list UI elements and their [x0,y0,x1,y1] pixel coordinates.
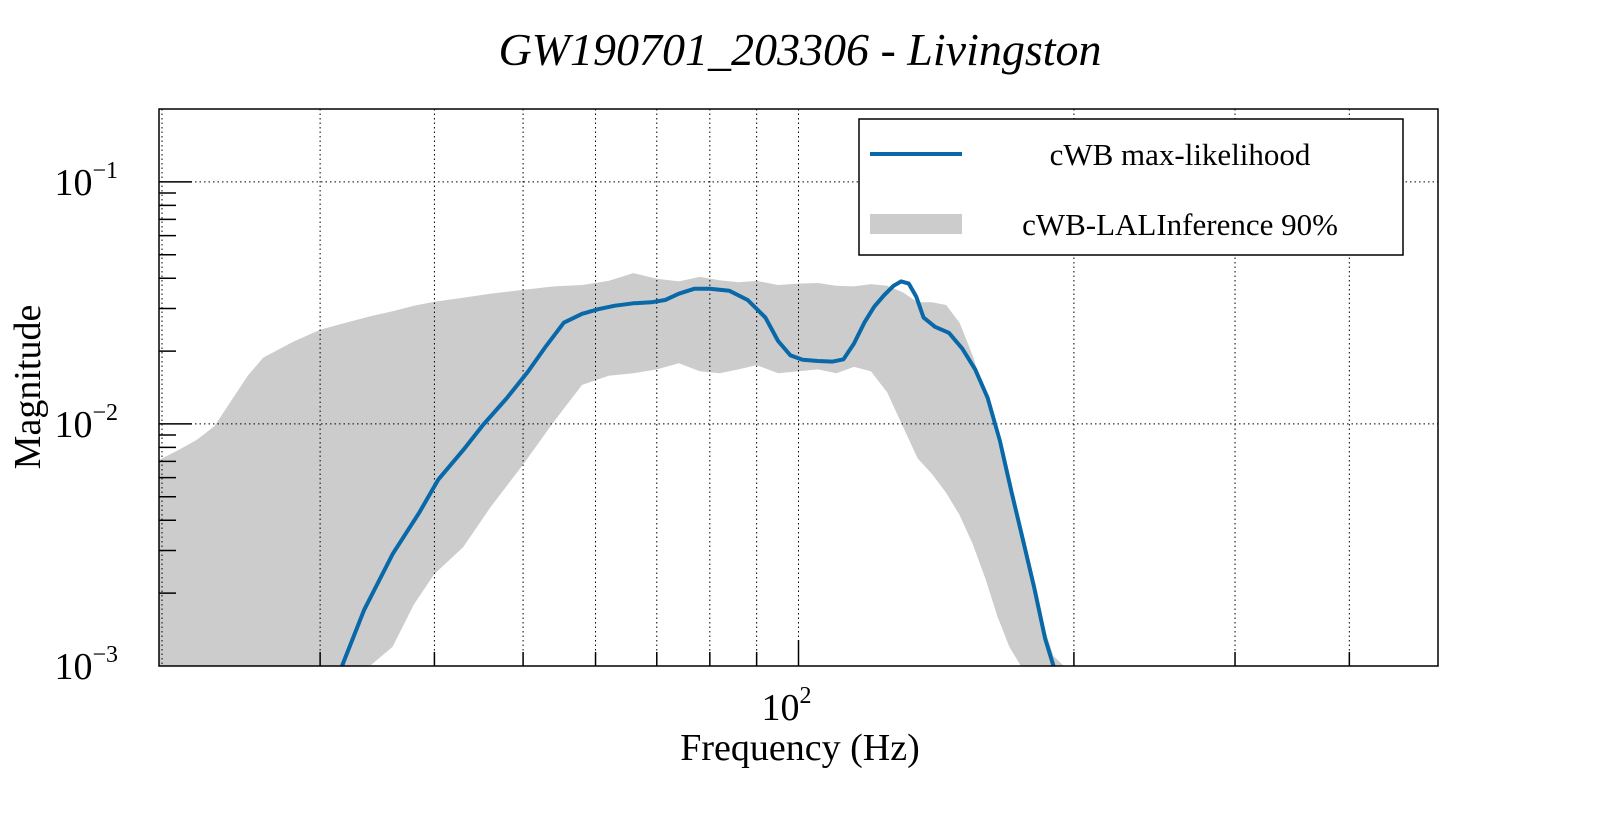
y-tick-exponent: −3 [92,642,118,668]
series-line-layer [340,279,1056,667]
y-tick-label: 10−3 [54,642,118,688]
legend: cWB max-likelihood cWB-LALInference 90% [858,118,1404,256]
minor-tick-layer [159,181,192,594]
y-tick-exponent: −2 [92,400,118,426]
x-axis-label: Frequency (Hz) [680,727,920,769]
x-tick-base: 10 [762,687,800,729]
plot-frame [158,108,1439,667]
y-tick-exponent: −1 [92,158,118,184]
y-tick-base: 10 [54,162,92,204]
y-tick-labels: 10−110−210−3 [54,158,118,688]
y-tick-label: 10−2 [54,400,118,446]
chart-title: GW190701_203306 - Livingston [498,24,1101,75]
y-axis-label: Magnitude [7,305,49,470]
x-tick-labels: 102 [762,683,812,729]
grid-layer [159,109,1438,666]
y-tick-base: 10 [54,646,92,688]
legend-band-swatch [870,214,962,234]
y-tick-label: 10−1 [54,158,118,204]
x-tick-exponent: 2 [800,683,812,709]
legend-label-max-likelihood: cWB max-likelihood [1050,137,1311,172]
legend-label-confidence-band: cWB-LALInference 90% [1022,207,1338,242]
y-tick-base: 10 [54,404,92,446]
x-tick-label: 102 [762,683,812,729]
max-likelihood-line [340,279,1056,667]
